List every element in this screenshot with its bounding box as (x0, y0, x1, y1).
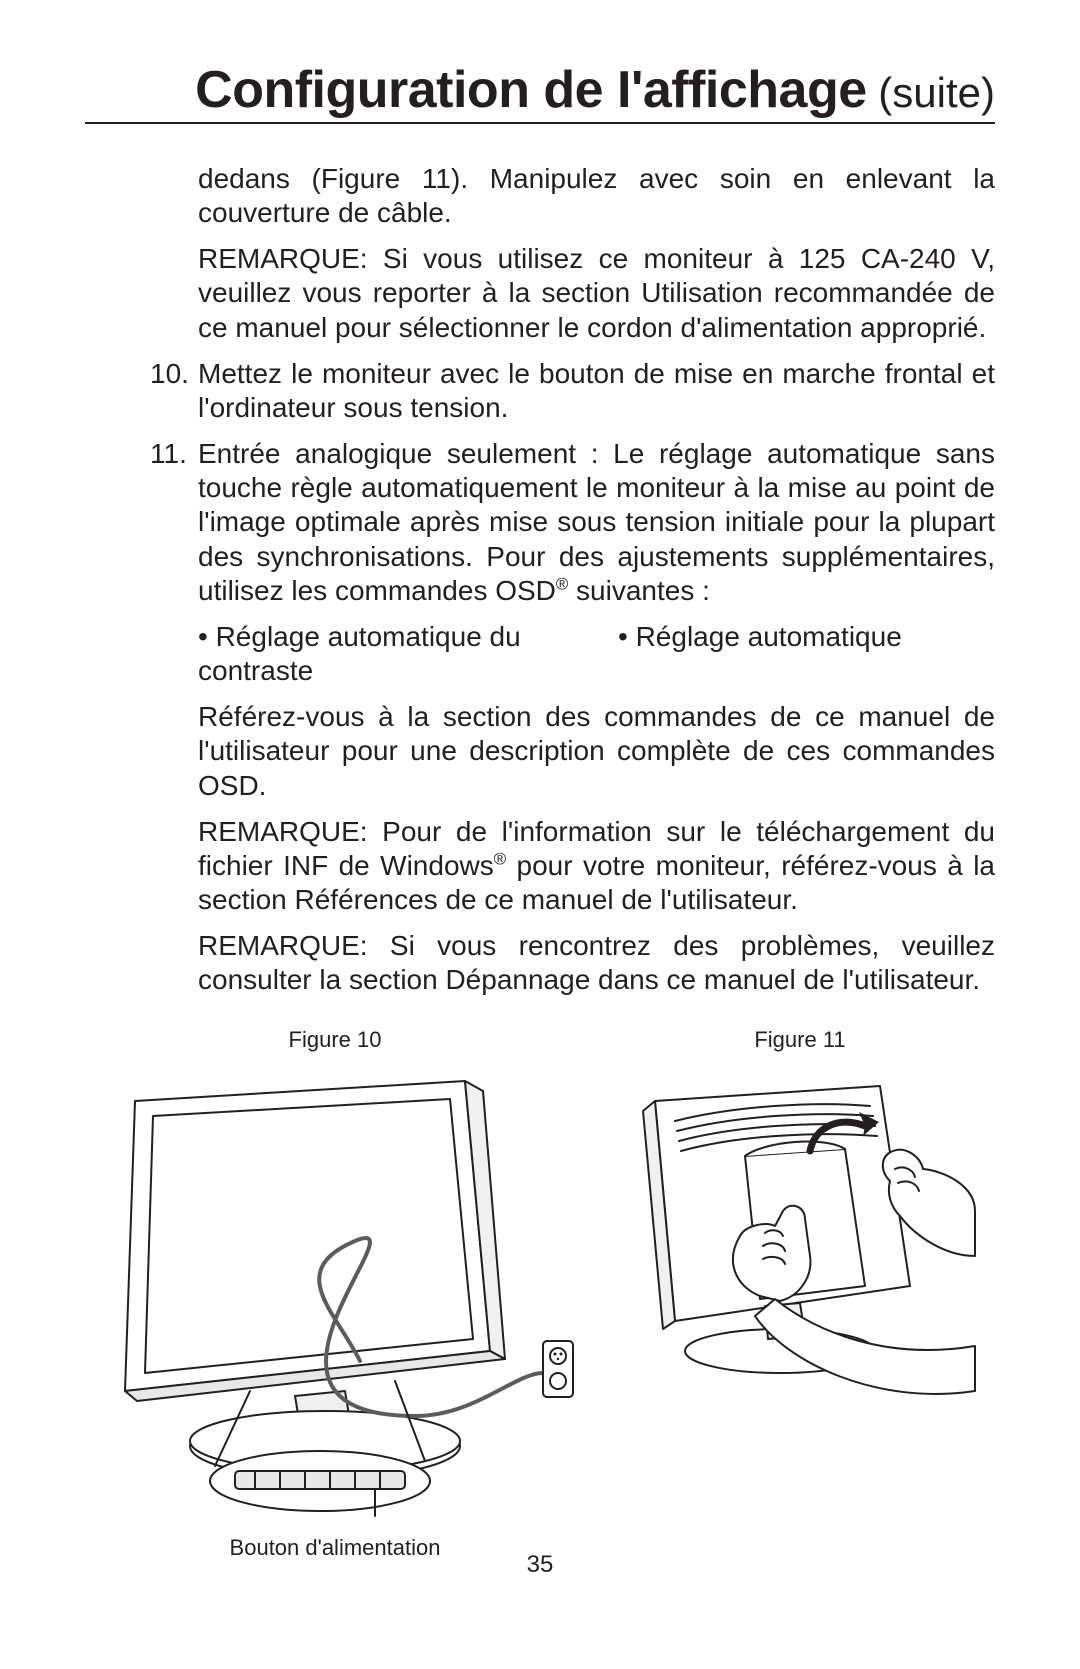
paragraph-intro: dedans (Figure 11). Manipulez avec soin … (198, 162, 995, 230)
figures-row: Figure 10 (85, 1027, 995, 1561)
page-title-main: Configuration de I'affichage (195, 61, 867, 119)
page-title-suffix: (suite) (867, 69, 995, 116)
paragraph-remark-2: REMARQUE: Pour de l'information sur le t… (198, 815, 995, 917)
step-11-number: 11. (150, 437, 198, 608)
step-10-text: Mettez le moniteur avec le bouton de mis… (198, 357, 995, 425)
figure-11-caption: Figure 11 (615, 1027, 985, 1053)
step-11-text: Entrée analogique seulement : Le réglage… (198, 437, 995, 608)
figure-11-illustration (615, 1061, 985, 1401)
body-text: dedans (Figure 11). Manipulez avec soin … (85, 162, 995, 997)
paragraph-refer: Référez-vous à la section des commandes … (198, 700, 995, 802)
paragraph-remark-1: REMARQUE: Si vous utilisez ce moniteur à… (198, 242, 995, 344)
figure-10: Figure 10 (95, 1027, 575, 1561)
step-10: 10. Mettez le moniteur avec le bouton de… (150, 357, 995, 425)
step-11: 11. Entrée analogique seulement : Le rég… (150, 437, 995, 608)
figure-10-caption: Figure 10 (95, 1027, 575, 1053)
figure-11: Figure 11 (615, 1027, 985, 1401)
bullet-2: • Réglage automatique (618, 620, 902, 688)
page-number: 35 (0, 1551, 1080, 1579)
step-10-number: 10. (150, 357, 198, 425)
page-title-bar: Configuration de I'affichage (suite) (85, 60, 995, 124)
bullet-1: • Réglage automatique du contraste (198, 620, 618, 688)
bullet-row: • Réglage automatique du contraste • Rég… (198, 620, 995, 688)
paragraph-remark-3: REMARQUE: Si vous rencontrez des problèm… (198, 929, 995, 997)
figure-10-illustration (95, 1061, 575, 1531)
